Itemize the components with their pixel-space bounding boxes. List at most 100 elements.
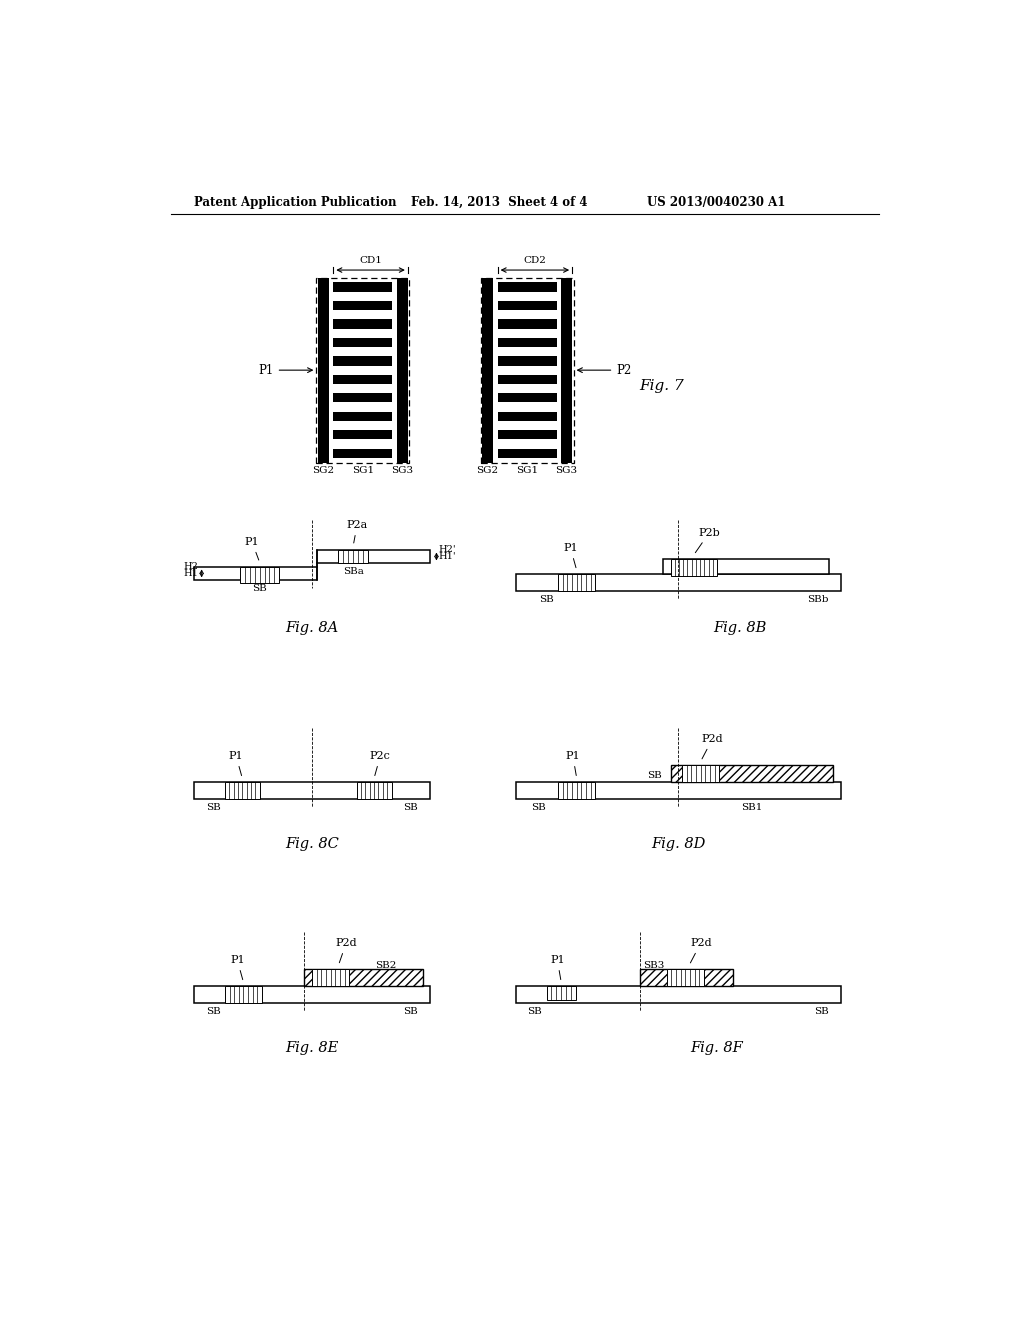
Text: SB: SB — [403, 803, 418, 812]
Bar — [334, 338, 392, 347]
Bar — [498, 393, 557, 403]
Bar — [498, 356, 557, 366]
Text: P2d: P2d — [335, 939, 357, 962]
Text: Fig. 8C: Fig. 8C — [285, 837, 339, 850]
Bar — [498, 449, 557, 458]
Bar — [671, 766, 834, 781]
Bar — [334, 319, 392, 329]
Text: SG2: SG2 — [312, 466, 335, 475]
Bar — [547, 986, 575, 1001]
Bar — [334, 282, 392, 292]
Bar — [225, 986, 262, 1003]
Text: P1: P1 — [230, 956, 245, 979]
Text: Fig. 8D: Fig. 8D — [651, 837, 706, 850]
Bar — [682, 766, 719, 781]
Text: SB: SB — [531, 803, 546, 812]
Text: Fig. 8E: Fig. 8E — [286, 1040, 339, 1055]
Bar — [339, 549, 368, 564]
Text: SBb: SBb — [807, 595, 828, 605]
Text: P1: P1 — [258, 363, 312, 376]
Text: CD2: CD2 — [523, 256, 547, 265]
Bar — [558, 574, 595, 591]
Bar — [498, 412, 557, 421]
Bar — [640, 969, 732, 986]
Text: SG3: SG3 — [556, 466, 578, 475]
Bar — [482, 277, 493, 462]
Text: P1: P1 — [550, 956, 564, 979]
Bar — [312, 969, 349, 986]
Bar — [316, 549, 430, 564]
Bar — [498, 338, 557, 347]
Text: H1: H1 — [183, 569, 199, 578]
Text: SB1: SB1 — [741, 803, 763, 812]
Text: P1: P1 — [245, 537, 259, 560]
Text: P1: P1 — [565, 751, 581, 776]
Bar — [515, 781, 841, 799]
Text: US 2013/0040230 A1: US 2013/0040230 A1 — [647, 195, 785, 209]
Text: SG3: SG3 — [391, 466, 414, 475]
Text: Fig. 7: Fig. 7 — [640, 379, 684, 392]
Text: H1': H1' — [438, 552, 457, 561]
Text: SG1: SG1 — [516, 466, 539, 475]
Text: SB: SB — [403, 1007, 418, 1016]
Bar — [498, 319, 557, 329]
Text: SB3: SB3 — [643, 961, 665, 970]
Text: SBa: SBa — [343, 568, 364, 577]
Text: CD1: CD1 — [359, 256, 382, 265]
Bar — [356, 781, 391, 799]
Bar — [671, 558, 717, 576]
Bar — [498, 430, 557, 440]
Bar — [194, 986, 430, 1003]
Text: SB: SB — [647, 771, 663, 780]
Text: Fig. 8B: Fig. 8B — [714, 622, 767, 635]
Bar — [334, 449, 392, 458]
Text: SG1: SG1 — [352, 466, 374, 475]
Text: H2': H2' — [438, 545, 457, 554]
Bar — [304, 969, 423, 986]
Text: Fig. 8F: Fig. 8F — [690, 1040, 743, 1055]
Bar — [663, 558, 829, 574]
Text: SB: SB — [206, 803, 220, 812]
Bar — [334, 356, 392, 366]
Bar — [515, 986, 841, 1003]
Bar — [498, 375, 557, 384]
Bar — [515, 574, 841, 591]
Text: Patent Application Publication: Patent Application Publication — [194, 195, 396, 209]
Bar — [558, 781, 595, 799]
Bar — [225, 781, 260, 799]
Text: P2: P2 — [578, 363, 632, 376]
Bar — [241, 566, 280, 583]
Text: Fig. 8A: Fig. 8A — [286, 622, 339, 635]
Bar — [334, 430, 392, 440]
Bar — [480, 277, 573, 462]
Bar — [397, 277, 408, 462]
Text: SB2: SB2 — [375, 961, 396, 970]
Bar — [498, 282, 557, 292]
Bar — [667, 969, 703, 986]
Bar — [317, 277, 329, 462]
Bar — [194, 781, 430, 799]
Text: P2d: P2d — [701, 734, 723, 759]
Bar — [561, 277, 572, 462]
Text: SB: SB — [814, 1007, 829, 1016]
Text: P2d: P2d — [690, 939, 712, 962]
Text: H2: H2 — [183, 562, 199, 572]
Text: P2b: P2b — [695, 528, 720, 553]
Bar — [334, 412, 392, 421]
Bar — [498, 301, 557, 310]
Bar — [194, 566, 316, 581]
Text: P1: P1 — [563, 543, 578, 568]
Text: SB: SB — [527, 1007, 543, 1016]
Text: SB: SB — [252, 585, 267, 593]
Bar — [316, 277, 410, 462]
Text: SB: SB — [539, 595, 554, 605]
Text: SB: SB — [206, 1007, 220, 1016]
Bar — [334, 375, 392, 384]
Text: P2c: P2c — [370, 751, 391, 776]
Text: P1: P1 — [228, 751, 244, 776]
Text: Feb. 14, 2013  Sheet 4 of 4: Feb. 14, 2013 Sheet 4 of 4 — [411, 195, 588, 209]
Text: P2a: P2a — [346, 520, 368, 543]
Bar — [334, 301, 392, 310]
Bar — [334, 393, 392, 403]
Text: SG2: SG2 — [476, 466, 499, 475]
